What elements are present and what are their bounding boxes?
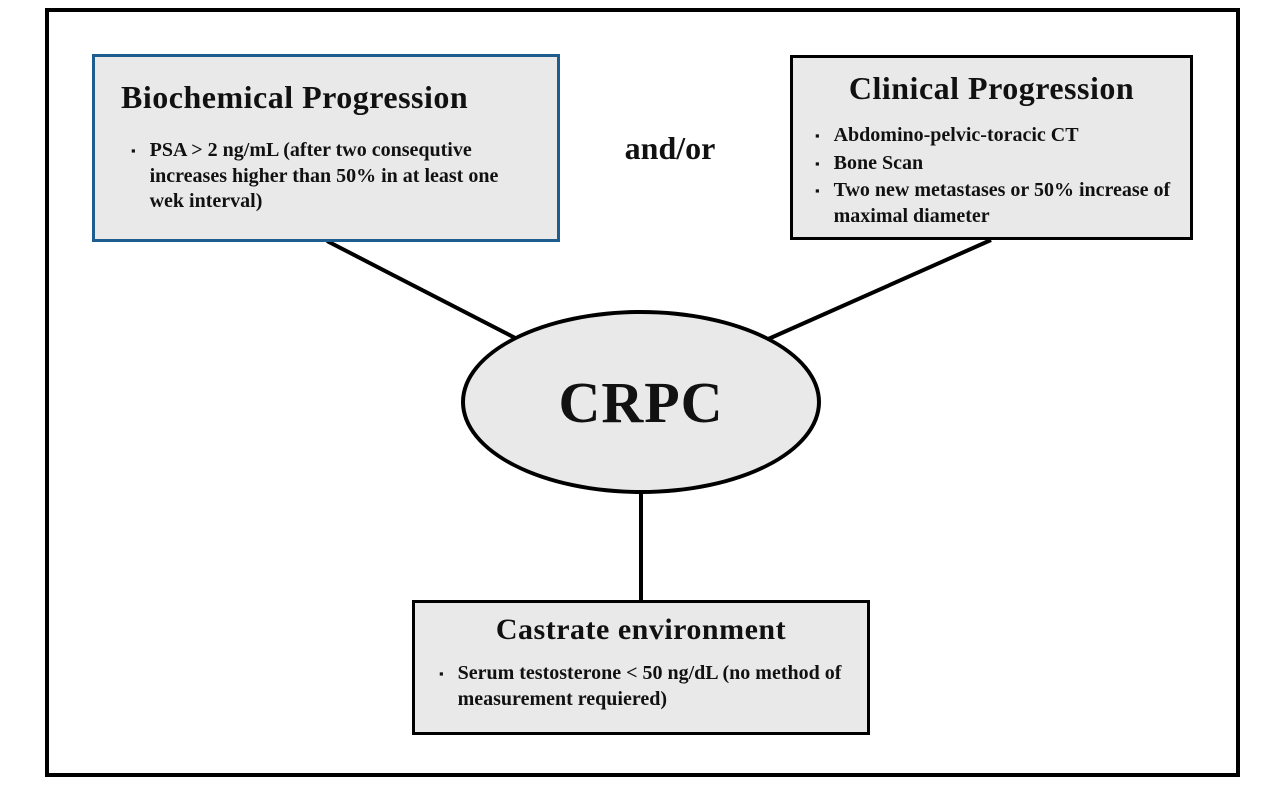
crpc-label: CRPC xyxy=(558,369,724,435)
bullet-text: PSA > 2 ng/mL (after two consequtive inc… xyxy=(149,139,499,213)
biochemical-progression-title: Biochemical Progression xyxy=(121,79,469,115)
list-item: ▪ PSA > 2 ng/mL (after two consequtive i… xyxy=(131,138,531,215)
square-bullet-icon: ▪ xyxy=(131,143,136,158)
bullet-text: Serum testosterone < 50 ng/dL (no method… xyxy=(457,662,842,710)
connector-biochemical-to-crpc xyxy=(326,239,524,344)
clinical-bullet-list: ▪ Abdomino-pelvic-toracic CT ▪ Bone Scan… xyxy=(793,123,1185,229)
castrate-environment-box: Castrate environment ▪ Serum testosteron… xyxy=(412,600,870,735)
castrate-bullet-list: ▪ Serum testosterone < 50 ng/dL (no meth… xyxy=(415,661,851,712)
bullet-text: Bone Scan xyxy=(833,151,924,174)
list-item: ▪ Two new metastases or 50% increase of … xyxy=(815,178,1185,229)
clinical-progression-title: Clinical Progression xyxy=(848,70,1135,106)
and-or-label: and/or xyxy=(624,130,716,166)
square-bullet-icon: ▪ xyxy=(815,128,820,143)
list-item: ▪ Serum testosterone < 50 ng/dL (no meth… xyxy=(439,661,851,712)
square-bullet-icon: ▪ xyxy=(439,666,444,681)
castrate-environment-title: Castrate environment xyxy=(495,613,787,646)
biochemical-progression-box: Biochemical Progression ▪ PSA > 2 ng/mL … xyxy=(92,54,560,242)
crpc-center-node: CRPC xyxy=(461,310,821,494)
bullet-text: Two new metastases or 50% increase of ma… xyxy=(833,179,1171,227)
list-item: ▪ Bone Scan xyxy=(815,151,1185,177)
biochemical-bullet-list: ▪ PSA > 2 ng/mL (after two consequtive i… xyxy=(95,138,531,215)
clinical-progression-box: Clinical Progression ▪ Abdomino-pelvic-t… xyxy=(790,55,1193,240)
list-item: ▪ Abdomino-pelvic-toracic CT xyxy=(815,123,1185,149)
connector-clinical-to-crpc xyxy=(765,238,992,342)
square-bullet-icon: ▪ xyxy=(815,183,820,199)
bullet-text: Abdomino-pelvic-toracic CT xyxy=(833,124,1079,146)
square-bullet-icon: ▪ xyxy=(815,155,820,171)
